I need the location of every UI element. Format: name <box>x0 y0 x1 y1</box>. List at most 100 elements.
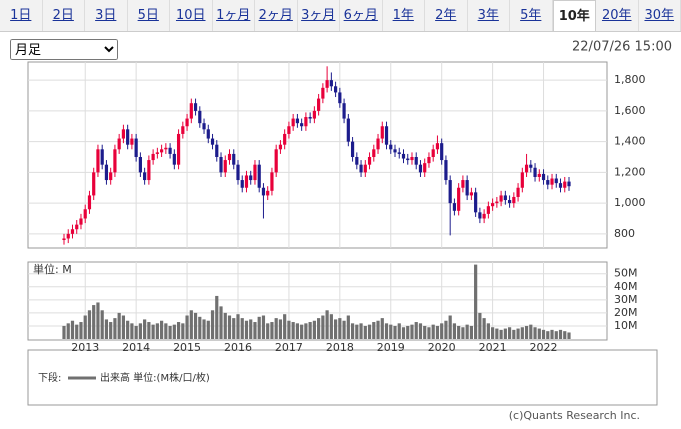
candle-body <box>172 153 176 165</box>
period-tab[interactable]: 1年 <box>383 0 425 31</box>
candle-body <box>206 129 210 139</box>
candle-body <box>215 144 219 157</box>
volume-bar <box>350 323 355 339</box>
volume-bar <box>363 325 367 339</box>
candle-body <box>104 164 109 181</box>
volume-bar <box>397 323 401 339</box>
candle-body <box>168 147 172 154</box>
volume-bar <box>393 325 397 339</box>
period-tab[interactable]: 10年 <box>552 0 596 31</box>
candle-body <box>87 195 92 210</box>
candle-body <box>512 196 516 204</box>
candle-body <box>283 133 287 145</box>
volume-bar <box>469 325 473 339</box>
candle-body <box>92 172 96 196</box>
candle-body <box>83 209 87 219</box>
candle-body <box>372 149 376 157</box>
volume-bar <box>232 318 236 339</box>
candle-body <box>253 164 257 181</box>
period-tab[interactable]: 3年 <box>468 0 510 31</box>
period-tab[interactable]: 20年 <box>596 0 639 31</box>
volume-bar <box>130 323 134 339</box>
period-tab[interactable]: 2日 <box>43 0 85 31</box>
volume-bar <box>83 315 87 339</box>
candle-body <box>155 152 159 154</box>
candle-body <box>461 180 465 188</box>
volume-unit-label: 単位: M <box>33 262 72 276</box>
candle-body <box>363 164 367 173</box>
volume-bar <box>176 322 181 339</box>
candle-body <box>66 233 70 239</box>
candle-body <box>482 213 486 219</box>
volume-bar <box>554 331 558 339</box>
period-tab[interactable]: 3日 <box>85 0 128 31</box>
volume-bar <box>376 320 380 339</box>
volume-bar <box>537 328 541 339</box>
volume-bar <box>338 318 342 339</box>
volume-bar <box>236 314 240 339</box>
period-tab[interactable]: 5日 <box>128 0 170 31</box>
volume-bar <box>342 320 346 339</box>
volume-bar <box>558 329 563 339</box>
candle-body <box>474 192 478 213</box>
volume-bar <box>181 323 185 339</box>
candle-body <box>384 126 389 145</box>
volume-bar <box>486 323 490 339</box>
y-tick-label: 20M <box>614 306 638 319</box>
candle-body <box>444 160 448 181</box>
period-tab[interactable]: 6ヶ月 <box>340 0 383 31</box>
volume-bar <box>287 320 291 339</box>
candle-body <box>393 149 397 153</box>
volume-bar <box>410 324 414 339</box>
candle-body <box>185 118 189 127</box>
volume-bar <box>151 324 155 339</box>
candle-body <box>75 224 79 230</box>
period-tab[interactable]: 2年 <box>425 0 468 31</box>
volume-bar <box>367 324 372 339</box>
volume-bar <box>389 324 393 339</box>
candle-body <box>499 195 503 202</box>
candle-body <box>448 180 452 204</box>
volume-bar <box>104 319 109 339</box>
candle-body <box>516 187 520 197</box>
x-tick-label: 2014 <box>122 341 150 354</box>
candle-body <box>380 126 384 139</box>
candle-body <box>321 87 325 99</box>
period-tab[interactable]: 10日 <box>170 0 213 31</box>
period-tab[interactable]: 1日 <box>0 0 43 31</box>
candle-body <box>121 129 126 139</box>
volume-bar <box>92 305 96 339</box>
candle-body <box>117 138 121 150</box>
period-tab[interactable]: 5年 <box>510 0 553 31</box>
legend-label: 出来高 単位:(M株/口/枚) <box>100 371 210 384</box>
period-tab[interactable]: 1ヶ月 <box>213 0 255 31</box>
period-tabs: 1日 2日 3日 5日 10日 1ヶ月 2ヶ月 3ヶ月 6ヶ月 1年 2年 3年 5年 10年 20年 30年 <box>0 0 681 32</box>
volume-bar <box>567 332 571 339</box>
y-tick-label: 1,800 <box>614 73 646 86</box>
volume-bar <box>189 310 193 339</box>
candle-body <box>389 144 393 150</box>
x-tick-label: 2020 <box>428 341 456 354</box>
volume-bar <box>444 320 448 339</box>
period-tab[interactable]: 2ヶ月 <box>255 0 298 31</box>
candle-body <box>176 133 181 165</box>
interval-select[interactable]: 月足 <box>10 39 118 60</box>
volume-bar <box>126 320 130 339</box>
volume-bar <box>155 323 159 339</box>
volume-bar <box>147 322 151 339</box>
volume-bar <box>100 310 104 339</box>
candle-body <box>219 156 223 173</box>
candle-body <box>109 172 113 181</box>
volume-bar <box>333 319 338 339</box>
y-tick-label: 10M <box>614 319 638 332</box>
candle-body <box>541 173 546 181</box>
candle-body <box>355 156 359 165</box>
candle-body <box>423 163 427 173</box>
volume-bar <box>300 324 304 339</box>
candle-body <box>113 149 117 173</box>
volume-bar <box>346 315 350 339</box>
candle-body <box>329 80 333 87</box>
volume-bar <box>533 327 537 339</box>
period-tab[interactable]: 3ヶ月 <box>298 0 340 31</box>
